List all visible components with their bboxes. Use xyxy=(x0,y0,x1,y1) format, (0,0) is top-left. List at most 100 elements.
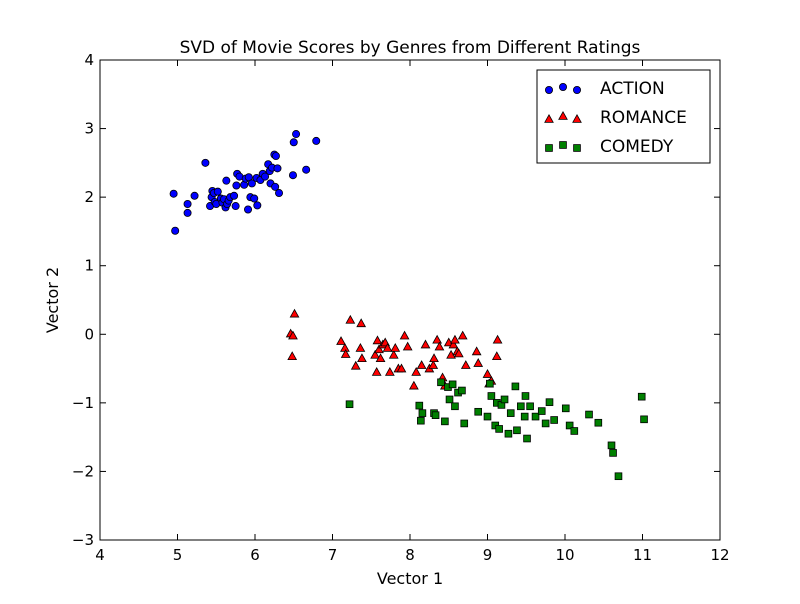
comedy-point xyxy=(500,395,509,404)
comedy-point xyxy=(607,441,616,450)
action-point xyxy=(289,138,298,147)
comedy-point xyxy=(417,416,425,425)
comedy-point xyxy=(523,434,531,443)
legend-label: ACTION xyxy=(600,79,665,99)
y-tick-label: −2 xyxy=(72,462,94,480)
comedy-point xyxy=(565,421,574,430)
romance-point xyxy=(396,363,407,373)
comedy-point xyxy=(594,418,603,427)
legend-marker xyxy=(559,83,568,92)
y-axis-label: Vector 2 xyxy=(43,267,62,333)
romance-point xyxy=(434,341,445,351)
legend-entry-action: ACTION xyxy=(545,79,665,99)
comedy-point xyxy=(506,409,515,417)
legend-entry-romance: ROMANCE xyxy=(544,108,687,128)
romance-point xyxy=(457,330,468,340)
x-tick-label: 8 xyxy=(405,546,415,564)
legend-marker xyxy=(573,144,581,152)
action-point xyxy=(275,189,284,198)
romance-point xyxy=(390,342,401,352)
action-point xyxy=(201,158,210,167)
romance-point xyxy=(382,342,393,352)
comedy-point xyxy=(520,412,529,421)
comedy-point xyxy=(451,402,459,411)
comedy-point xyxy=(550,416,558,424)
romance-point xyxy=(374,344,384,354)
x-tick-label: 11 xyxy=(633,546,652,564)
comedy-point xyxy=(640,415,648,424)
romance-point xyxy=(371,366,382,376)
romance-point xyxy=(370,349,381,359)
comedy-point xyxy=(474,407,482,416)
romance-point xyxy=(492,334,503,344)
y-tick-label: 3 xyxy=(84,120,94,138)
action-point xyxy=(171,226,180,235)
comedy-point xyxy=(441,417,449,426)
romance-point xyxy=(460,360,471,369)
romance-point xyxy=(345,314,356,324)
action-point xyxy=(169,189,178,198)
romance-point xyxy=(471,346,482,356)
romance-point xyxy=(388,349,399,359)
legend-marker xyxy=(558,110,568,120)
y-tick-label: 0 xyxy=(84,325,94,343)
action-point xyxy=(302,165,311,174)
comedy-point xyxy=(511,382,520,391)
comedy-point xyxy=(609,449,617,457)
action-point xyxy=(244,173,253,182)
x-axis-label: Vector 1 xyxy=(377,569,443,588)
romance-point xyxy=(450,334,460,344)
romance-point xyxy=(429,353,439,363)
romance-point xyxy=(428,360,439,369)
action-point xyxy=(261,172,270,181)
romance-point xyxy=(408,380,419,390)
comedy-point xyxy=(495,425,503,433)
romance-point xyxy=(287,351,298,360)
action-point xyxy=(244,205,253,214)
x-tick-label: 9 xyxy=(483,546,493,564)
x-tick-label: 12 xyxy=(710,546,729,564)
comedy-point xyxy=(561,404,570,413)
series-action xyxy=(169,130,321,235)
x-tick-label: 10 xyxy=(555,546,574,564)
action-point xyxy=(230,191,239,200)
comedy-point xyxy=(458,386,466,395)
romance-point xyxy=(356,318,367,328)
romance-point xyxy=(355,342,366,352)
action-point xyxy=(288,171,297,180)
legend-marker xyxy=(572,113,582,123)
comedy-point xyxy=(345,400,354,409)
comedy-point xyxy=(531,412,540,421)
y-tick-label: −1 xyxy=(72,394,94,412)
x-tick-label: 6 xyxy=(250,546,260,564)
romance-point xyxy=(372,335,383,345)
action-point xyxy=(190,191,199,200)
romance-point xyxy=(443,337,454,347)
comedy-point xyxy=(431,411,440,419)
action-point xyxy=(231,202,240,211)
y-tick-label: −3 xyxy=(72,531,94,549)
action-point xyxy=(232,181,241,190)
romance-point xyxy=(375,353,386,363)
comedy-point xyxy=(541,419,550,428)
y-tick-label: 1 xyxy=(84,257,94,275)
romance-point xyxy=(448,339,459,349)
romance-point xyxy=(482,369,493,378)
legend-marker xyxy=(545,144,553,152)
legend-entry-comedy: COMEDY xyxy=(545,137,674,157)
comedy-point xyxy=(614,472,623,481)
comedy-point xyxy=(504,429,513,438)
comedy-point xyxy=(585,410,593,419)
legend-label: COMEDY xyxy=(600,137,674,157)
romance-point xyxy=(473,358,484,367)
comedy-point xyxy=(415,401,424,410)
action-point xyxy=(292,130,301,139)
comedy-point xyxy=(545,398,554,406)
comedy-point xyxy=(460,419,469,428)
comedy-point xyxy=(483,412,492,421)
legend-marker xyxy=(544,113,554,123)
x-tick-label: 7 xyxy=(328,546,338,564)
comedy-point xyxy=(418,409,427,417)
